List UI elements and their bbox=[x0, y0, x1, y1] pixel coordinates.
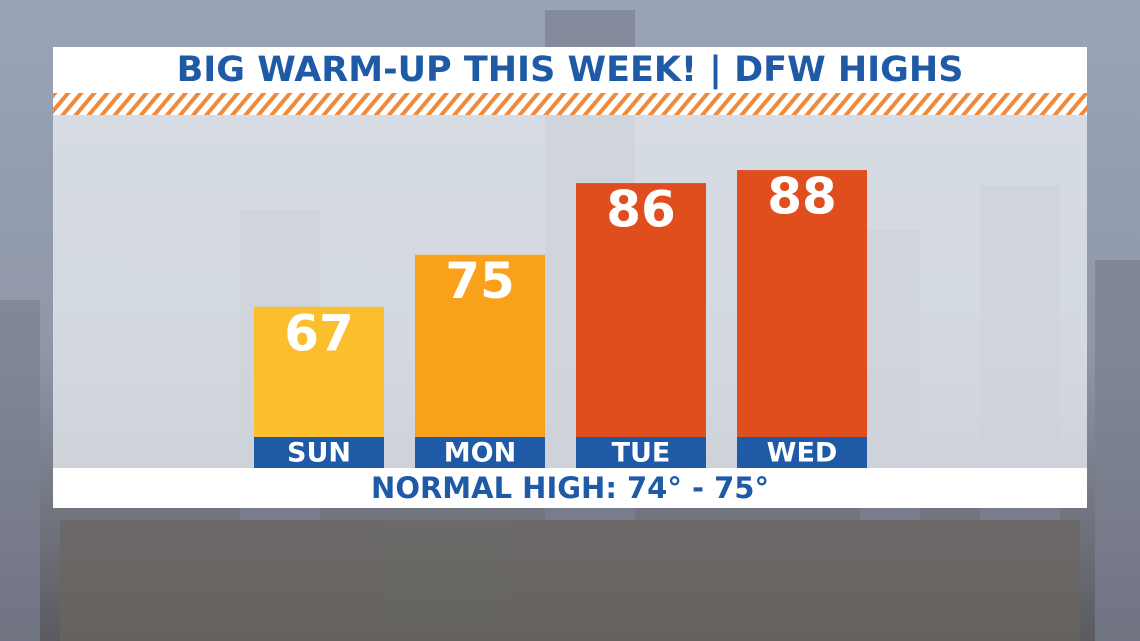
x-tick-label: WED bbox=[767, 438, 838, 469]
x-tick-label: TUE bbox=[612, 438, 671, 469]
plot-area bbox=[53, 115, 1087, 468]
stripe-band bbox=[53, 93, 1087, 115]
value-label: 88 bbox=[767, 168, 837, 226]
category-band bbox=[737, 437, 867, 468]
value-label: 67 bbox=[284, 304, 354, 362]
bar bbox=[254, 306, 384, 437]
title-band bbox=[53, 47, 1087, 93]
category-band bbox=[576, 437, 706, 468]
footer-band bbox=[53, 468, 1087, 508]
x-tick-label: MON bbox=[444, 438, 516, 469]
bar bbox=[576, 183, 706, 437]
category-band bbox=[415, 437, 545, 468]
bar bbox=[737, 170, 867, 437]
bar bbox=[415, 254, 545, 437]
annotation: NORMAL HIGH: 74° - 75° bbox=[371, 471, 769, 505]
value-label: 86 bbox=[606, 181, 676, 239]
x-tick-label: SUN bbox=[287, 438, 351, 469]
value-label: 75 bbox=[445, 252, 515, 310]
chart-title: BIG WARM-UP THIS WEEK! | DFW HIGHS bbox=[177, 50, 964, 90]
category-band bbox=[254, 437, 384, 468]
